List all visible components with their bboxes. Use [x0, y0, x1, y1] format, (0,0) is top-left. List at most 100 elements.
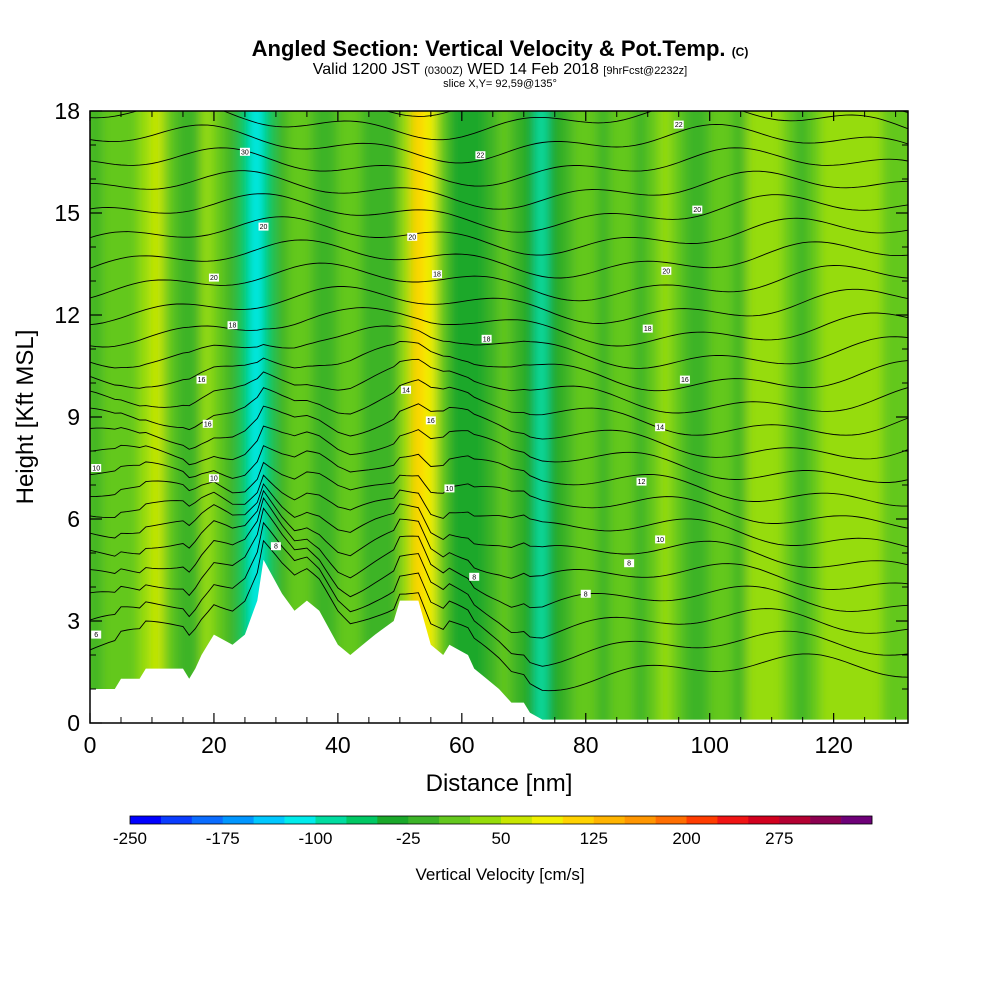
velocity-column — [770, 111, 786, 723]
contour-label-bg — [481, 334, 492, 343]
contour-label: 10 — [91, 464, 102, 473]
velocity-column — [485, 111, 500, 723]
colorbar-swatch — [377, 816, 409, 824]
colorbar-swatch — [748, 816, 780, 824]
contour-label-bg — [270, 542, 281, 551]
velocity-column — [336, 111, 352, 723]
theta-contour-line — [90, 262, 908, 302]
terrain-shape — [90, 559, 908, 723]
contour-label-bg — [642, 324, 653, 333]
velocity-column — [163, 111, 178, 723]
theta-contour-line — [90, 216, 908, 256]
y-tick-label: 0 — [67, 710, 80, 736]
contour-label-text: 14 — [656, 425, 664, 432]
contour-label-text: 20 — [693, 207, 701, 214]
contour-label-bg — [661, 266, 672, 275]
contour-label: 8 — [580, 589, 591, 598]
contour-label-bg — [202, 419, 213, 428]
velocity-column — [882, 111, 897, 723]
theta-contour-line — [90, 170, 908, 210]
colorbar-swatch — [470, 816, 502, 824]
theta-contour-line — [90, 461, 908, 529]
x-tick-label: 100 — [691, 732, 729, 758]
contour-label-bg — [679, 375, 690, 384]
velocity-column — [832, 111, 848, 723]
velocity-column — [547, 111, 562, 723]
contour-label-text: 10 — [656, 537, 664, 544]
contour-label: 16 — [196, 375, 207, 384]
contour-label-bg — [91, 630, 102, 639]
velocity-column — [597, 111, 612, 723]
theta-contour-line — [90, 507, 908, 639]
x-tick-label: 80 — [573, 732, 599, 758]
theta-contour-line — [90, 307, 908, 348]
contour-label-bg — [692, 205, 703, 214]
contour-label: 8 — [469, 572, 480, 581]
contour-label: 14 — [401, 385, 412, 394]
contour-label-bg — [407, 232, 418, 241]
velocity-column — [250, 111, 265, 723]
contour-label: 12 — [636, 477, 647, 486]
contour-label-text: 20 — [210, 275, 218, 282]
x-tick-label: 60 — [449, 732, 475, 758]
colorbar-label: Vertical Velocity [cm/s] — [415, 865, 584, 884]
theta-contour-line — [90, 123, 908, 164]
contour-label: 10 — [444, 484, 455, 493]
colorbar-tick-label: 125 — [580, 829, 608, 848]
colorbar-swatch — [841, 816, 873, 824]
colorbar-tick-label: -175 — [206, 829, 240, 848]
contour-label: 20 — [258, 222, 269, 231]
contour-label: 8 — [624, 559, 635, 568]
contour-label-text: 10 — [210, 476, 218, 483]
contour-label-bg — [208, 273, 219, 282]
colorbar-tick-label: 200 — [672, 829, 700, 848]
colorbar-swatch — [779, 816, 811, 824]
contour-label: 8 — [270, 542, 281, 551]
contour-label-text: 10 — [92, 466, 100, 473]
velocity-column — [708, 111, 724, 723]
velocity-column — [188, 111, 203, 723]
velocity-column — [721, 111, 736, 723]
slice-info: slice X,Y= 92,59@135° — [443, 78, 557, 90]
contour-label: 18 — [432, 270, 443, 279]
chart-subtitle: Valid 1200 JST (0300Z) WED 14 Feb 2018 [… — [0, 61, 1000, 79]
x-tick-label: 0 — [84, 732, 97, 758]
contour-label-text: 22 — [477, 153, 485, 160]
velocity-column — [175, 111, 191, 723]
contour-label: 22 — [475, 151, 486, 160]
valid-utc: (0300Z) — [424, 65, 463, 77]
velocity-column — [869, 111, 885, 723]
theta-contour-line — [90, 193, 908, 233]
contour-label: 20 — [407, 232, 418, 241]
theta-contour-line — [90, 379, 908, 436]
y-tick-label: 6 — [67, 506, 80, 532]
valid-prefix: Valid 1200 JST — [312, 61, 420, 78]
theta-contour-line — [90, 341, 908, 392]
contour-label: 6 — [91, 630, 102, 639]
velocity-column — [361, 111, 377, 723]
contour-label: 16 — [679, 375, 690, 384]
contour-label-bg — [580, 589, 591, 598]
contour-label-text: 16 — [204, 421, 212, 428]
colorbar-swatch — [531, 816, 564, 824]
x-tick-label: 40 — [325, 732, 351, 758]
colorbar-swatch — [160, 816, 193, 824]
contour-label-text: 16 — [427, 418, 435, 425]
velocity-column — [274, 111, 290, 723]
title-main: Angled Section: Vertical Velocity & Pot.… — [251, 36, 726, 61]
y-tick-label: 12 — [54, 302, 80, 328]
theta-contour-line — [90, 496, 908, 612]
contour-label-bg — [196, 375, 207, 384]
colorbar-swatch — [717, 816, 749, 824]
contour-label-text: 30 — [241, 149, 249, 156]
velocity-column — [820, 111, 835, 723]
y-tick-label: 3 — [67, 608, 80, 634]
contour-label: 30 — [239, 147, 250, 156]
colorbar-swatch — [253, 816, 285, 824]
velocity-column — [126, 111, 141, 723]
contour-label-text: 20 — [260, 224, 268, 231]
contour-label-text: 22 — [675, 122, 683, 129]
colorbar-swatch — [655, 816, 687, 824]
velocity-column — [138, 111, 153, 723]
contour-label-text: 6 — [94, 632, 98, 639]
